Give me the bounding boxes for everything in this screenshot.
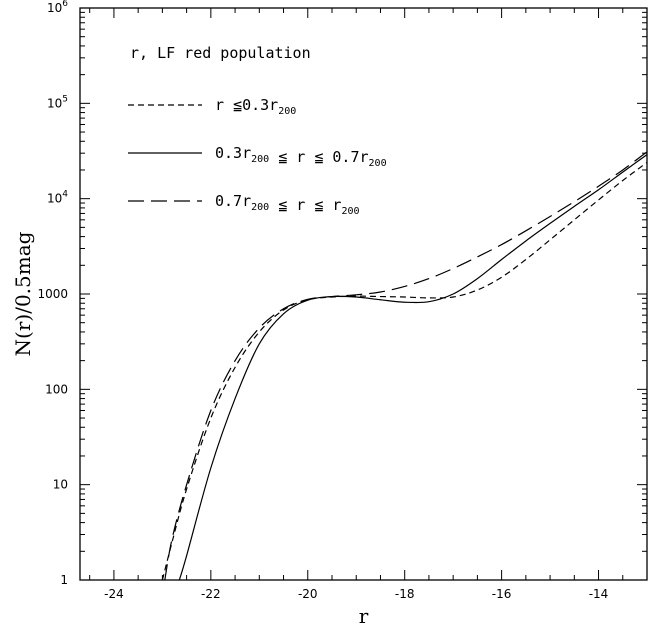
x-axis-title: r xyxy=(359,604,369,628)
y-axis-title: N(r)/0.5mag xyxy=(11,231,35,356)
y-tick-label: 106 xyxy=(47,0,68,15)
y-tick-label: 1 xyxy=(60,573,68,587)
legend-label: r ≦0.3r200 xyxy=(215,96,296,117)
series-line xyxy=(164,151,648,581)
y-tick-label: 10 xyxy=(53,478,68,492)
y-tick-label: 100 xyxy=(45,382,68,396)
x-tick-label: -22 xyxy=(201,587,221,601)
series-line xyxy=(178,154,648,581)
legend: r, LF red population r ≦0.3r200 0.3r200 ≦… xyxy=(128,44,387,217)
axis-ticks xyxy=(80,7,648,581)
x-tick-label: -24 xyxy=(104,587,124,601)
legend-title: r, LF red population xyxy=(130,44,311,62)
legend-label: 0.3r200 ≦ r ≦ 0.7r200 xyxy=(215,144,387,169)
y-tick-label: 1000 xyxy=(37,287,68,301)
axis-tick-labels: -24 -22 -20 -18 -16 -14 1 10 100 1000 104 105 106 xyxy=(37,0,608,601)
series-line xyxy=(161,161,648,581)
x-tick-label: -14 xyxy=(589,587,609,601)
y-tick-label: 104 xyxy=(47,190,68,206)
plot-frame xyxy=(79,7,648,581)
x-tick-label: -16 xyxy=(492,587,512,601)
legend-label: 0.7r200 ≦ r ≦ r200 xyxy=(215,192,360,217)
y-tick-label: 105 xyxy=(47,94,68,110)
x-tick-label: -18 xyxy=(395,587,415,601)
x-tick-label: -20 xyxy=(298,587,318,601)
series-lines xyxy=(161,151,648,581)
